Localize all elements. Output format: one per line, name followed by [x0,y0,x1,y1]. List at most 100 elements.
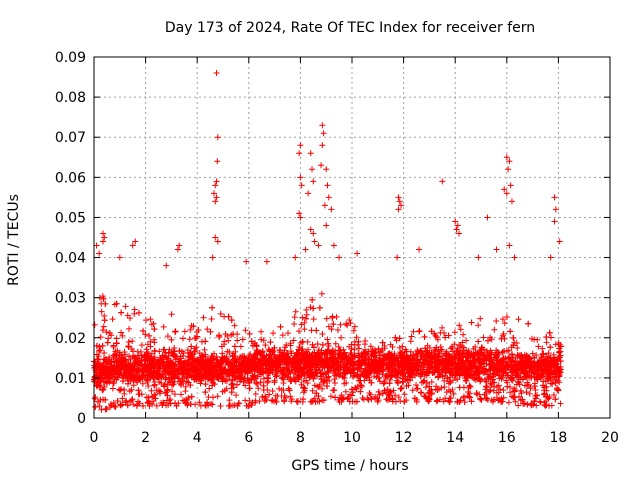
data-point [466,394,473,401]
data-point [454,376,461,383]
data-point [130,401,137,408]
data-point [358,361,365,368]
data-point [110,352,117,359]
data-point [128,346,135,353]
data-point [495,397,502,404]
data-point [122,399,129,406]
data-point [434,387,441,394]
data-point [414,385,421,392]
data-point [234,337,241,344]
data-point [325,323,332,330]
data-point [169,382,176,389]
data-point [386,380,393,387]
data-point [472,343,479,350]
data-point [217,310,224,317]
data-point [463,377,470,384]
data-point [168,311,175,318]
data-point [396,335,403,342]
data-point [343,355,350,362]
data-point [220,356,227,363]
data-point [476,391,483,398]
data-point [546,374,553,381]
data-point [291,321,298,328]
data-point [495,382,502,389]
data-point [375,374,382,381]
data-point [303,360,310,367]
data-point [267,339,274,346]
data-point [213,359,220,366]
data-point [555,363,562,370]
data-point [268,397,275,404]
data-point [111,376,118,383]
data-point [179,376,186,383]
data-point [302,315,309,322]
data-point [101,349,108,356]
data-point [225,337,232,344]
data-point [346,317,353,324]
data-point [185,357,192,364]
data-point [441,384,448,391]
data-point [390,356,397,363]
data-point [512,387,519,394]
data-point [294,349,301,356]
data-point [475,338,482,345]
data-point [201,346,208,353]
data-point [490,370,497,377]
data-point [207,377,214,384]
data-point [422,384,429,391]
data-point [497,386,504,393]
data-point [173,402,180,409]
data-point [210,357,217,364]
data-point [479,344,486,351]
data-point [225,313,232,320]
data-point [235,373,242,380]
data-point [191,348,198,355]
data-point [151,326,158,333]
data-point [161,382,168,389]
data-point [496,349,503,356]
data-point [465,388,472,395]
data-point [252,375,259,382]
data-point [202,381,209,388]
data-point [408,333,415,340]
data-point [246,358,253,365]
data-point [298,321,305,328]
data-point [100,386,107,393]
data-point [102,300,109,307]
data-point [488,363,495,370]
data-point [114,347,121,354]
data-point [503,313,510,320]
data-point [214,374,221,381]
data-point [226,372,233,379]
data-point [266,347,273,354]
data-point [164,333,171,340]
data-point [309,341,316,348]
data-point [315,384,322,391]
data-point [93,342,100,349]
data-point [112,404,119,411]
data-point [234,402,241,409]
data-point [411,395,418,402]
data-point [187,326,194,333]
data-point [101,363,108,370]
data-point [410,328,417,335]
data-point [316,304,323,311]
data-point [330,359,337,366]
data-point [242,327,249,334]
data-point [454,345,461,352]
data-point [543,383,550,390]
data-point [182,388,189,395]
data-point [238,369,245,376]
data-point [415,370,422,377]
data-point [519,396,526,403]
data-point [398,350,405,357]
data-point [254,381,261,388]
data-point [356,365,363,372]
data-point [511,385,518,392]
data-point [125,338,132,345]
data-point [397,349,404,356]
data-point [190,323,197,330]
data-point [505,347,512,354]
data-point [463,337,470,344]
